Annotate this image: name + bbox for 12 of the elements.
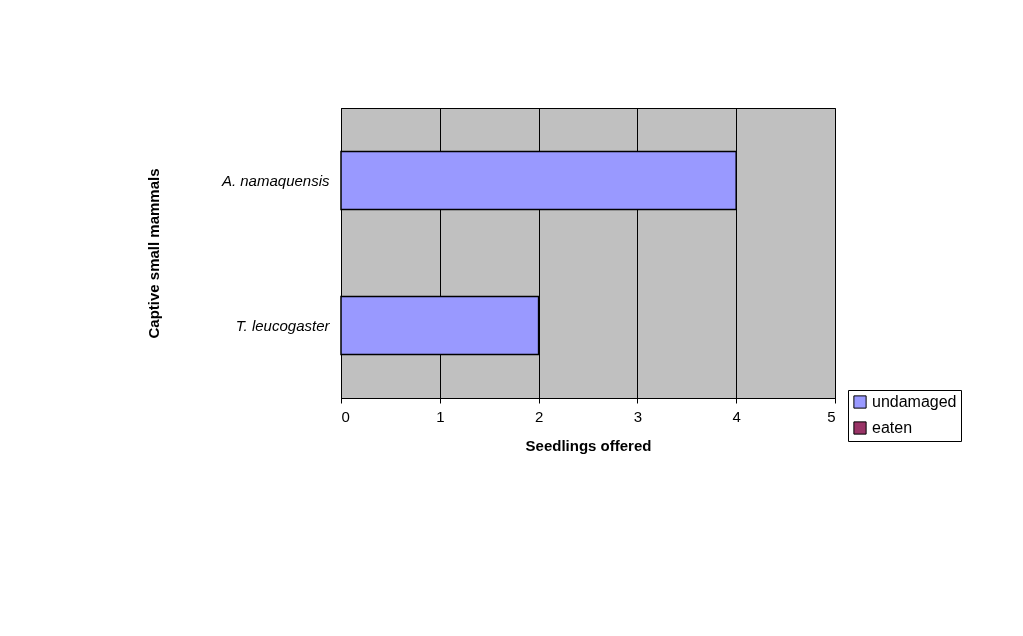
legend-label: undamaged xyxy=(872,393,957,410)
x-tick-label: 5 xyxy=(827,407,836,425)
y-tick-label: T. leucogaster xyxy=(235,316,331,334)
x-tick-label: 1 xyxy=(436,407,445,425)
x-axis-title: Seedlings offered xyxy=(525,436,652,454)
x-tick-label: 0 xyxy=(341,407,350,425)
x-tick-label: 2 xyxy=(534,407,544,425)
y-tick-label: A. namaquensis xyxy=(220,171,330,189)
x-tick-label: 3 xyxy=(633,407,643,425)
y-axis-title: Captive small mammals xyxy=(144,168,162,339)
x-tick-label: 4 xyxy=(732,407,741,425)
legend-label: eaten xyxy=(872,419,913,436)
